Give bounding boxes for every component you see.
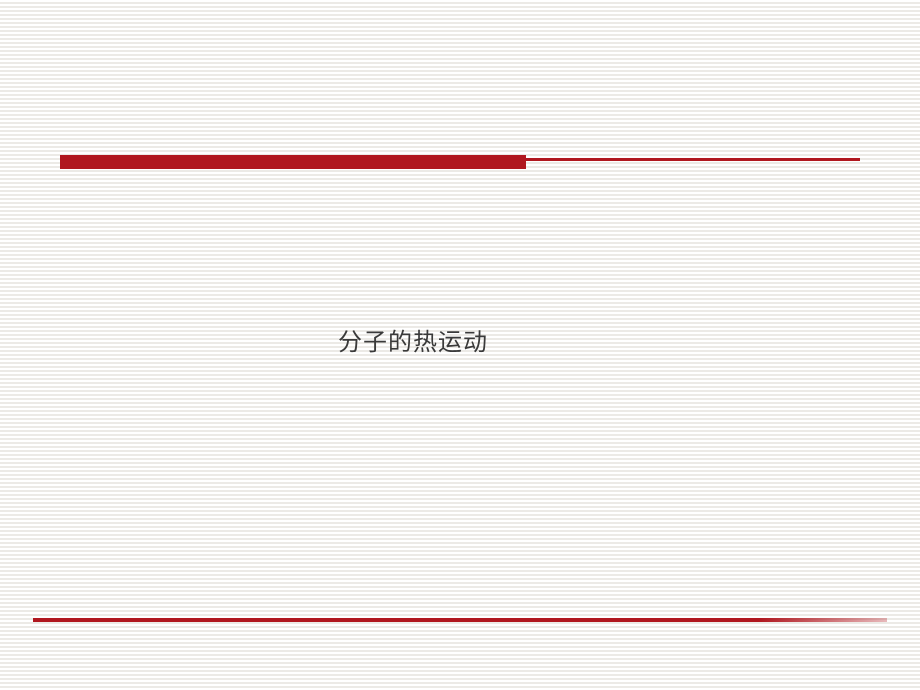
footer-bar (33, 618, 887, 622)
header-bar-thin (526, 158, 860, 161)
header-bar-thick (60, 155, 526, 169)
slide-title: 分子的热运动 (338, 322, 488, 357)
